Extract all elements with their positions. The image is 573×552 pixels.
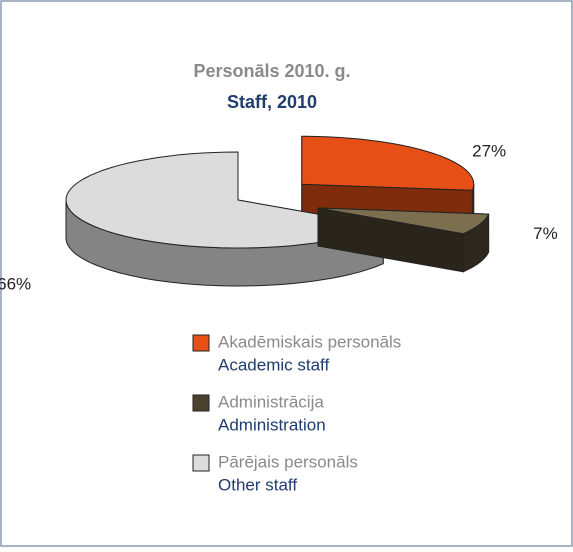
legend-swatch	[192, 394, 210, 412]
legend-swatch	[192, 334, 210, 352]
slice	[301, 135, 475, 191]
slice	[317, 207, 490, 235]
legend-swatch	[192, 454, 210, 472]
legend-label-en: Academic staff	[218, 355, 329, 374]
chart-title: Personāls 2010. g.	[193, 61, 350, 81]
legend-label: Administrācija	[218, 392, 324, 411]
legend-label-en: Administration	[218, 415, 326, 434]
value-label: 7%	[533, 224, 558, 243]
chart-subtitle: Staff, 2010	[227, 92, 317, 112]
legend-label: Akadēmiskais personāls	[218, 332, 401, 351]
value-label: 66%	[0, 274, 31, 293]
legend-label-en: Other staff	[218, 475, 297, 494]
legend-label: Pārējais personāls	[218, 452, 358, 471]
slice	[65, 151, 385, 249]
value-label: 27%	[472, 142, 506, 161]
